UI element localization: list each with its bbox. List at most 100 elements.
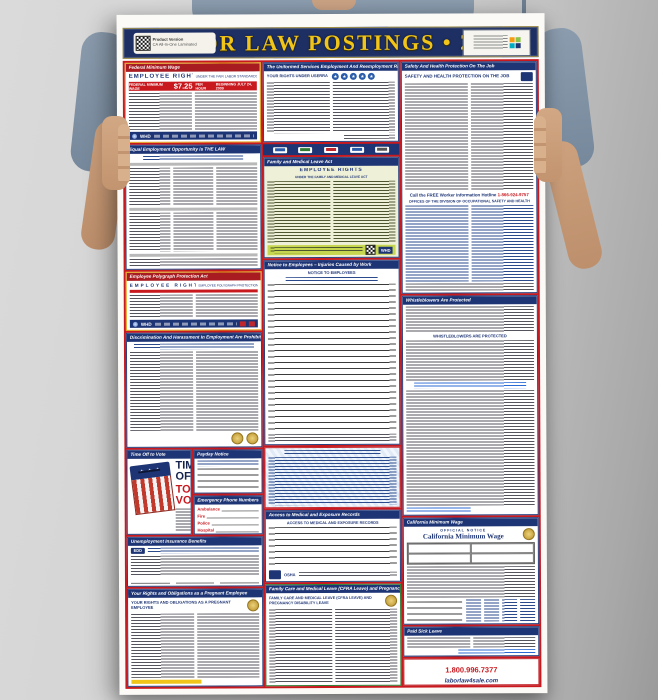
right-column: Safety And Health Protection On The Job … (400, 61, 540, 686)
body-text-block (332, 180, 396, 243)
body-text-block (332, 81, 396, 133)
dol-seal-icon (132, 321, 138, 327)
emergency-row: Fire (197, 512, 259, 519)
offices-table-left (405, 204, 469, 282)
emergency-row: Ambulance (197, 505, 259, 512)
emergency-label: Ambulance (197, 505, 220, 512)
divider (129, 207, 258, 212)
body-text-block (173, 212, 214, 252)
star-icon: ★ (358, 72, 366, 80)
link-text (414, 382, 527, 389)
ballot-box-illustration: ★ ★ ★ (129, 460, 176, 518)
signature-row (130, 577, 260, 584)
emergency-row: Police (197, 519, 259, 525)
gold-seal-icon (385, 594, 398, 607)
osha-label: OSHA (283, 572, 296, 578)
body-text-block (268, 456, 397, 506)
star-icon: ★ (331, 72, 339, 80)
section-time-off-to-vote: Time Off to Vote ★ ★ ★ TIME OFF TO VOTE (126, 449, 192, 535)
injuries-title: NOTICE TO EMPLOYEES (307, 270, 356, 275)
left-hand-fingers (118, 124, 130, 184)
section-edd-watermark-notice (264, 446, 401, 509)
body-text-block (472, 636, 536, 648)
section-polygraph-protection: Employee Polygraph Protection Act EMPLOY… (125, 271, 262, 331)
emergency-label: Fire (197, 513, 206, 519)
intro-text (143, 154, 244, 161)
publisher-text-lines (473, 35, 508, 50)
poster-footer-bar: 1.800.996.7377 laborlaw4sale.com (403, 658, 540, 686)
body-text-block (131, 613, 194, 678)
edd-logo: EDD (130, 547, 145, 554)
body-text-block (407, 636, 470, 648)
body-text-block (470, 82, 534, 190)
star-icon: ★ (349, 72, 357, 80)
body-text-block (405, 340, 535, 381)
minwage-title: California Minimum Wage (422, 531, 504, 541)
dol-footer-bar: WHD (129, 131, 258, 140)
polygraph-title: EMPLOYEE RIGHTS (129, 282, 196, 288)
section-discrimination-harassment: Discrimination And Harassment In Employm… (125, 332, 263, 448)
form-lines (267, 283, 397, 433)
body-text-block (269, 608, 332, 684)
agency-logo-icon (272, 146, 287, 153)
footer-fill (153, 133, 255, 138)
safety-title-row: SAFETY AND HEALTH PROTECTION ON THE JOB (404, 71, 533, 82)
body-text-block (172, 167, 214, 206)
section-eeo-is-the-law: Equal Employment Opportunity is THE LAW (125, 144, 262, 270)
body-text-block (195, 350, 259, 431)
agency-logo-icon (298, 146, 313, 153)
footer-text (270, 246, 363, 254)
body-text-block (406, 390, 535, 506)
payday-emergency-stack: Payday Notice Emergency Phone Numbers Am… (193, 449, 263, 535)
body-text-block (196, 612, 260, 678)
form-lines (407, 601, 463, 622)
body-text-block (129, 212, 171, 252)
section-paid-sick-leave: Paid Sick Leave (403, 626, 540, 657)
state-seal-icon (522, 527, 535, 540)
wage-band: FEDERAL MINIMUM WAGE $7.25 PER HOUR BEGI… (128, 81, 257, 92)
section-payday-notice: Payday Notice (193, 449, 263, 494)
flsa-title: EMPLOYEE RIGHTS (128, 73, 193, 80)
footer-brand: laborlaw4sale.com (444, 678, 499, 685)
red-box-icon (239, 320, 246, 326)
ballot-stripes (131, 474, 176, 515)
rate-schedule-columns (466, 599, 536, 622)
body-text-block (404, 82, 468, 191)
vote-headline-2: TO VOTE (175, 483, 191, 507)
red-box-icon (248, 320, 255, 326)
middle-column: The Uniformed Services Employment And Re… (262, 61, 402, 687)
userra-stars: ★ ★ ★ ★ ★ (331, 72, 375, 80)
minwage-title-row: OFFICIAL NOTICE California Minimum Wage (407, 527, 535, 541)
edd-header-row: EDD (130, 546, 259, 554)
body-text-block (405, 305, 534, 333)
section-userra: The Uniformed Services Employment And Re… (262, 61, 400, 143)
body-text-block (194, 92, 258, 130)
dfeh-seal-icon (231, 432, 244, 445)
wage-label: FEDERAL MINIMUM WAGE (128, 82, 163, 91)
notice-title-lines (147, 546, 259, 554)
safety-title: SAFETY AND HEALTH PROTECTION ON THE JOB (404, 73, 510, 80)
section-medical-exposure-records: Access to Medical and Exposure Records A… (264, 509, 401, 583)
emergency-row: Hospital (197, 526, 259, 533)
agency-label: WHD (140, 133, 151, 139)
body-text-block (195, 294, 258, 318)
section-safety-health: Safety And Health Protection On The Job … (400, 61, 538, 294)
wage-effective: BEGINNING JULY 24, 2009 (215, 82, 252, 91)
body-text-block (216, 166, 258, 206)
fill-in-line (221, 505, 259, 511)
offices-table-right (470, 204, 534, 282)
payday-form-lines (197, 467, 259, 491)
fine-print (405, 283, 534, 291)
gold-seal-icon (247, 598, 260, 611)
state-seal-icon (246, 432, 259, 445)
footer-text (298, 571, 397, 578)
dol-footer-bar: WHD (129, 319, 258, 328)
hotline-label: Call the FREE Worker Information Hotline (409, 191, 497, 198)
red-rule (129, 289, 258, 293)
wage-amount: $7.25 (173, 81, 193, 92)
labor-law-poster: Product Version CA All-In-One Laminated … (116, 13, 548, 695)
product-line2: CA All-In-One Laminated (152, 41, 197, 47)
fill-in-line (216, 526, 259, 533)
section-federal-minimum-wage: Federal Minimum Wage EMPLOYEE RIGHTS UND… (124, 62, 262, 143)
section-california-minimum-wage: California Minimum Wage OFFICIAL NOTICE … (402, 517, 540, 625)
